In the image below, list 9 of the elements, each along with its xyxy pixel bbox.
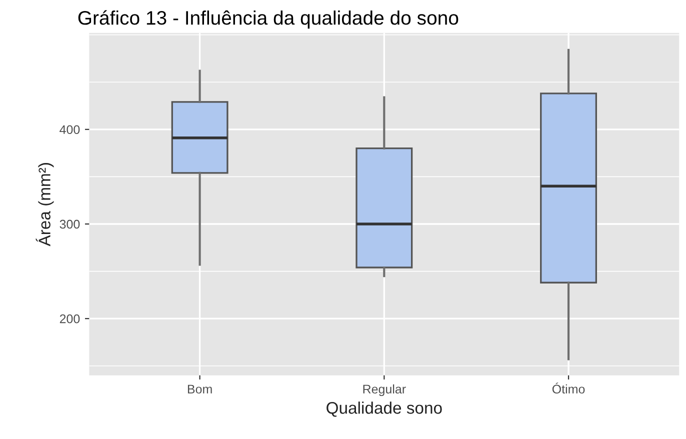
y-tick-label: 200 [60,314,80,324]
chart-title: Gráfico 13 - Influência da qualidade do sono [78,10,458,29]
y-tick-label: 400 [60,125,80,134]
x-tick-label: Bom [188,384,212,394]
x-tick-label: Regular [363,384,406,396]
y-tick-label: 300 [60,220,80,229]
y-axis-title: Área (mm²) [36,163,54,246]
x-axis-title: Qualidade sono [326,402,442,417]
x-tick-label: Ótimo [552,382,585,394]
